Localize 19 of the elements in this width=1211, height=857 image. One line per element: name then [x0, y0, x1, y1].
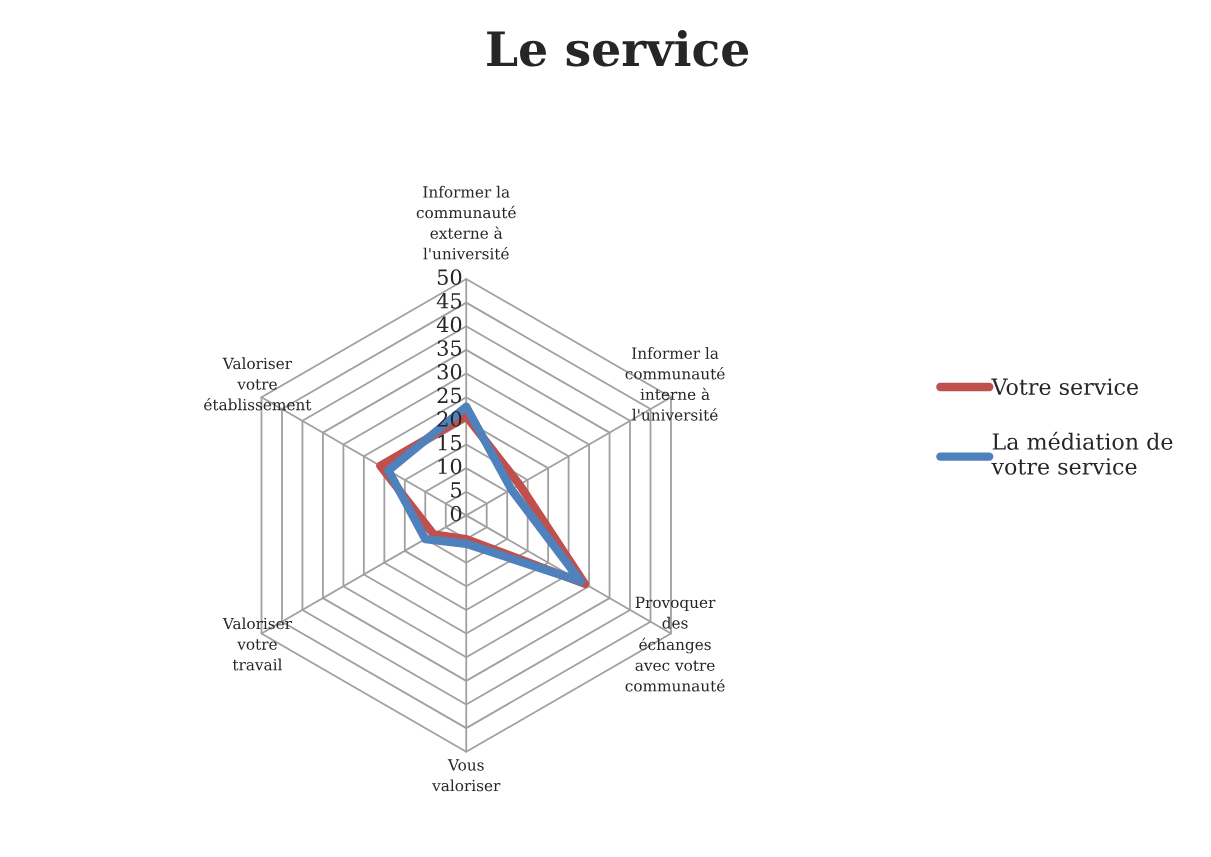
- legend-label: La médiation de votre service: [991, 431, 1173, 475]
- y-tick-label: 15: [438, 434, 462, 451]
- y-tick-label: 0: [450, 505, 462, 522]
- spoke-label: Provoquer des échanges avec votre communauté: [625, 596, 725, 692]
- spoke-label: Informer la communauté externe à l'université: [416, 185, 516, 260]
- spoke-label: Informer la communauté interne à l'université: [625, 347, 725, 421]
- spoke-label: Valoriser votre travail: [222, 617, 292, 671]
- legend-label: Votre service: [991, 378, 1138, 396]
- y-tick-label: 35: [437, 340, 462, 356]
- y-tick-label: 5: [451, 482, 462, 498]
- y-tick-label: 10: [438, 458, 462, 475]
- y-tick-label: 25: [437, 387, 462, 404]
- y-tick-label: 45: [436, 292, 462, 309]
- y-tick-label: 30: [437, 363, 462, 380]
- chart-title: Le service: [487, 30, 749, 67]
- y-tick-label: 40: [436, 316, 462, 333]
- spoke-label: Valoriser votre établissement: [204, 357, 312, 411]
- spoke-label: Vous valoriser: [432, 759, 501, 792]
- y-tick-label: 50: [437, 269, 462, 286]
